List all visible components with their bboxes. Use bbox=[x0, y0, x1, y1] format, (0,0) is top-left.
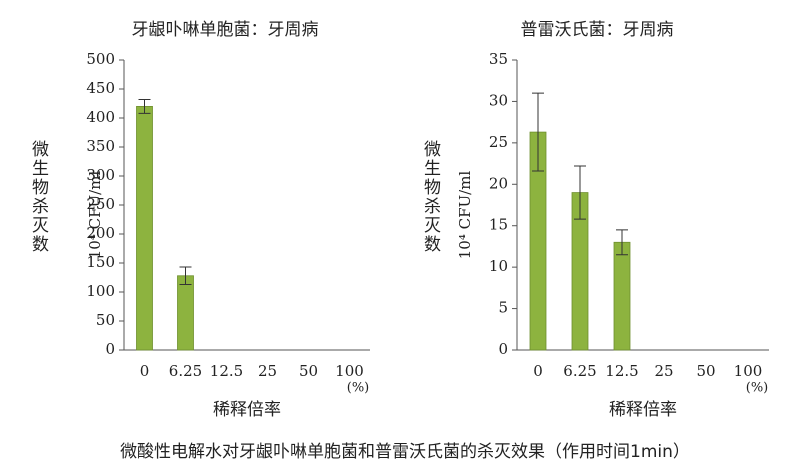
y-tick-label: 20 bbox=[489, 174, 508, 192]
x-unit-label: (%) bbox=[746, 381, 769, 396]
chart-title: 普雷沃氏菌：牙周病 bbox=[521, 20, 674, 40]
y-tick-label: 150 bbox=[86, 253, 115, 271]
x-tick-label: 100 bbox=[734, 362, 763, 380]
caption: 微酸性电解水对牙龈卟啉单胞菌和普雷沃氏菌的杀灭效果（作用时间1min） bbox=[120, 442, 690, 462]
y-tick-label: 450 bbox=[86, 79, 115, 97]
y-tick-label: 30 bbox=[489, 91, 508, 109]
x-tick-label: 6.25 bbox=[563, 362, 596, 380]
bar bbox=[136, 106, 153, 351]
x-tick-label: 50 bbox=[696, 362, 715, 380]
error-bar bbox=[616, 229, 628, 256]
x-tick-label: 25 bbox=[654, 362, 673, 380]
y-unit-label: 10⁴ CFU/ml bbox=[456, 171, 474, 260]
y-tick-label: 15 bbox=[489, 216, 508, 234]
y-tick-label: 0 bbox=[498, 340, 508, 358]
y-tick-label: 0 bbox=[105, 340, 115, 358]
x-tick-label: 0 bbox=[140, 362, 150, 380]
y-tick-label: 400 bbox=[86, 108, 115, 126]
x-tick-label: 100 bbox=[335, 362, 364, 380]
error-bar bbox=[138, 98, 151, 114]
x-tick-label: 0 bbox=[533, 362, 543, 380]
y-tick-label: 100 bbox=[86, 282, 115, 300]
chart-title: 牙龈卟啉单胞菌：牙周病 bbox=[132, 20, 319, 40]
y-tick-label: 350 bbox=[86, 137, 115, 155]
x-unit-label: (%) bbox=[347, 381, 370, 396]
y-tick-label: 500 bbox=[86, 50, 115, 68]
x-tick-label: 25 bbox=[258, 362, 277, 380]
y-tick-label: 200 bbox=[86, 224, 115, 242]
error-bar bbox=[574, 165, 586, 220]
y-tick-label: 50 bbox=[96, 311, 115, 329]
error-bar bbox=[532, 92, 544, 172]
y-tick-label: 300 bbox=[86, 166, 115, 184]
y-unit-label: 10⁴ CFU/ml bbox=[86, 171, 104, 260]
x-axis-label: 稀释倍率 bbox=[213, 400, 281, 420]
y-tick-label: 5 bbox=[498, 299, 508, 317]
y-tick-label: 250 bbox=[86, 195, 115, 213]
x-tick-label: 6.25 bbox=[169, 362, 202, 380]
y-axis-label: 微生物杀灭数 bbox=[420, 140, 441, 254]
x-tick-label: 50 bbox=[299, 362, 318, 380]
x-tick-label: 12.5 bbox=[210, 362, 243, 380]
y-axis-label: 微生物杀灭数 bbox=[28, 140, 49, 254]
bar bbox=[613, 241, 631, 351]
x-axis-label: 稀释倍率 bbox=[609, 400, 677, 420]
bar bbox=[177, 275, 194, 351]
y-tick-label: 35 bbox=[489, 50, 508, 68]
error-bar bbox=[179, 266, 192, 285]
y-tick-label: 25 bbox=[489, 133, 508, 151]
x-tick-label: 12.5 bbox=[605, 362, 638, 380]
y-tick-label: 10 bbox=[489, 257, 508, 275]
